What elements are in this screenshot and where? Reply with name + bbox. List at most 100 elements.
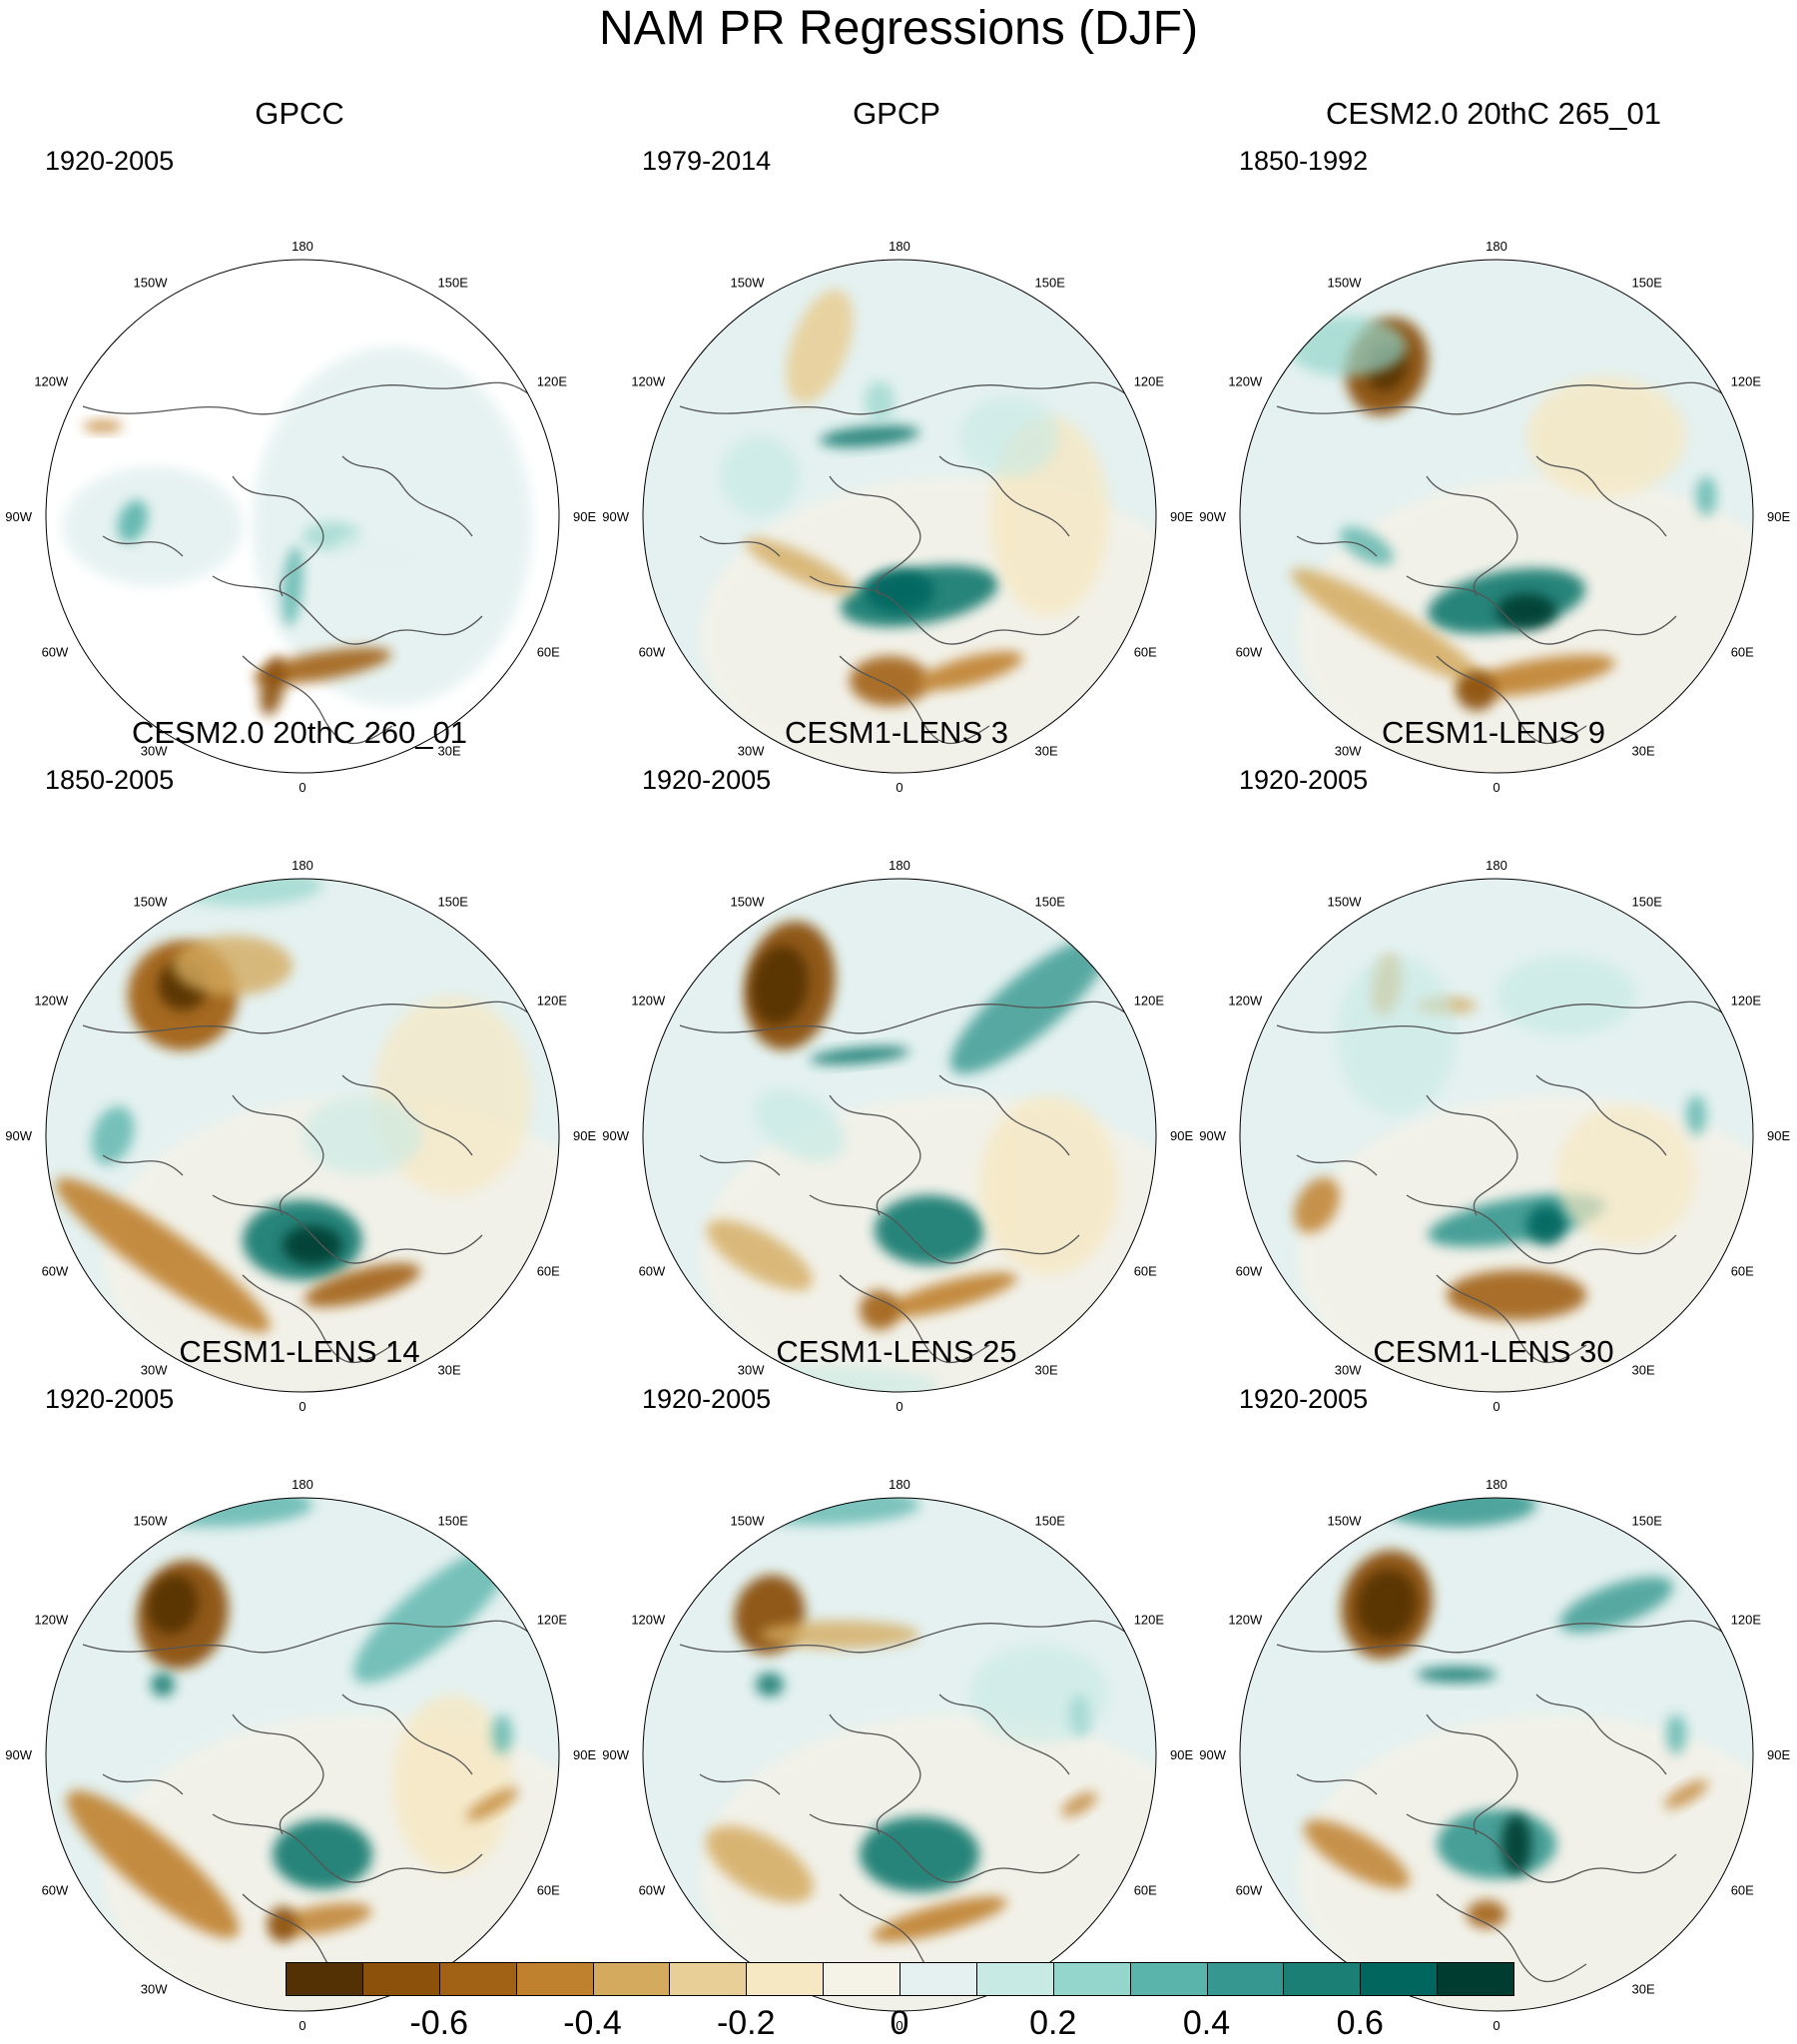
- anomaly-region: [979, 1095, 1119, 1275]
- anomaly-region: [1304, 1819, 1410, 1889]
- longitude-label: 0: [299, 2018, 305, 2033]
- colorbar-swatch: [286, 1962, 363, 1996]
- panel-period: 1850-1992: [1239, 146, 1369, 176]
- colorbar-swatch: [515, 1962, 594, 1996]
- longitude-label: 60W: [639, 1264, 666, 1279]
- coastline: [809, 1813, 1080, 1883]
- longitude-label: 150W: [134, 1513, 169, 1528]
- longitude-label: 0: [299, 780, 305, 795]
- coastline: [829, 1713, 921, 1835]
- longitude-label: 120W: [631, 994, 666, 1009]
- longitude-label: 90W: [5, 1128, 32, 1143]
- map-border: [642, 1497, 1157, 2012]
- coastline: [1535, 1074, 1667, 1156]
- coastline: [212, 575, 483, 645]
- longitude-label: 150E: [1035, 1513, 1066, 1528]
- coastline: [82, 1620, 533, 1654]
- longitude-label: 120W: [1228, 1613, 1263, 1628]
- map-panel: 180 150E 120E 90E 60E 30E 0 30W 60W 90W 120W 150W CE…: [597, 1333, 1196, 2033]
- longitude-label: 30E: [438, 1363, 461, 1378]
- map-panel: 180 150E 120E 90E 60E 30E 0 30W 60W 90W 120W 150W CE…: [597, 714, 1196, 1414]
- longitude-label: 120E: [537, 994, 568, 1009]
- longitude-label: 150E: [438, 275, 469, 290]
- longitude-label: 60E: [537, 645, 560, 660]
- panel-period: 1920-2005: [45, 1384, 175, 1414]
- colorbar-tick-label: 0: [890, 2004, 909, 2042]
- colorbar-swatch: [899, 1962, 977, 1996]
- coastline: [938, 1074, 1070, 1156]
- longitude-label: 150E: [1632, 1513, 1663, 1528]
- coastline: [242, 655, 393, 744]
- longitude-label: 90E: [1767, 1747, 1790, 1762]
- longitude-label: 120W: [34, 374, 69, 389]
- longitude-label: 150W: [1328, 1513, 1363, 1528]
- longitude-label: 180: [1486, 1477, 1507, 1492]
- figure-title: NAM PR Regressions (DJF): [598, 2, 1199, 55]
- anomaly-region: [1291, 568, 1483, 684]
- longitude-label: 120E: [537, 1613, 568, 1628]
- panel-title: CESM2.0 20thC 265_01: [1325, 96, 1662, 131]
- anomaly-region: [1337, 956, 1457, 1115]
- longitude-label: 90W: [1199, 509, 1226, 524]
- anomaly-region: [706, 1219, 814, 1291]
- anomaly-region: [83, 420, 123, 432]
- panel-period: 1979-2014: [642, 146, 772, 176]
- anomaly-region: [1559, 1577, 1673, 1633]
- anomaly-region: [751, 946, 809, 1025]
- coastline: [679, 1001, 1130, 1034]
- longitude-label: 30W: [738, 744, 765, 759]
- longitude-label: 150W: [731, 1513, 766, 1528]
- anomaly-region: [302, 1095, 422, 1175]
- anomaly-region: [1686, 1095, 1706, 1135]
- anomaly-region: [1497, 956, 1636, 1035]
- coastline: [1296, 1154, 1378, 1176]
- coastline: [699, 1154, 781, 1176]
- coastline: [341, 455, 473, 537]
- longitude-label: 180: [292, 858, 313, 873]
- anomaly-region: [882, 1272, 1017, 1318]
- colorbar-swatch: [361, 1962, 440, 1996]
- longitude-label: 120W: [34, 1613, 69, 1628]
- anomaly-region: [820, 425, 919, 447]
- coastline: [699, 535, 781, 557]
- anomaly-region: [1428, 1193, 1605, 1247]
- longitude-label: 120E: [1134, 374, 1165, 389]
- map-border: [45, 259, 560, 774]
- longitude-label: 90E: [573, 1128, 596, 1143]
- anomaly-region: [1501, 1814, 1531, 1874]
- longitude-label: 30E: [1632, 1982, 1655, 1997]
- longitude-label: 120W: [1228, 994, 1263, 1009]
- longitude-label: 180: [889, 1477, 910, 1492]
- longitude-label: 180: [292, 239, 313, 254]
- colorbar-tick-label: -0.6: [409, 2004, 469, 2042]
- anomaly-region: [1666, 1714, 1686, 1754]
- longitude-label: 30E: [1632, 744, 1655, 759]
- anomaly-region: [55, 1177, 271, 1333]
- coastline: [232, 1713, 324, 1835]
- anomaly-region: [151, 1673, 175, 1697]
- colorbar-swatch: [1052, 1962, 1131, 1996]
- longitude-label: 60E: [1731, 645, 1754, 660]
- anomaly-region: [173, 936, 293, 996]
- anomaly-region: [392, 1695, 512, 1874]
- longitude-label: 150E: [438, 1513, 469, 1528]
- longitude-label: 150W: [134, 894, 169, 909]
- map-panel: 180 150E 120E 90E 60E 30E 0 30W 60W 90W 120W 150W CE…: [1194, 1333, 1793, 2033]
- longitude-label: 30W: [738, 1363, 765, 1378]
- anomaly-region: [865, 569, 934, 613]
- anomaly-region: [760, 1621, 919, 1649]
- panel-period: 1920-2005: [1239, 1384, 1369, 1414]
- longitude-label: 180: [1486, 858, 1507, 873]
- longitude-label: 90E: [573, 509, 596, 524]
- coastline: [1426, 1094, 1518, 1216]
- colorbar: -0.6 -0.4 -0.2 0 0.2 0.4 0.6: [286, 1962, 1514, 2042]
- anomaly-region: [950, 937, 1108, 1074]
- longitude-label: 30W: [141, 744, 168, 759]
- longitude-label: 120E: [1134, 1613, 1165, 1628]
- longitude-label: 180: [1486, 239, 1507, 254]
